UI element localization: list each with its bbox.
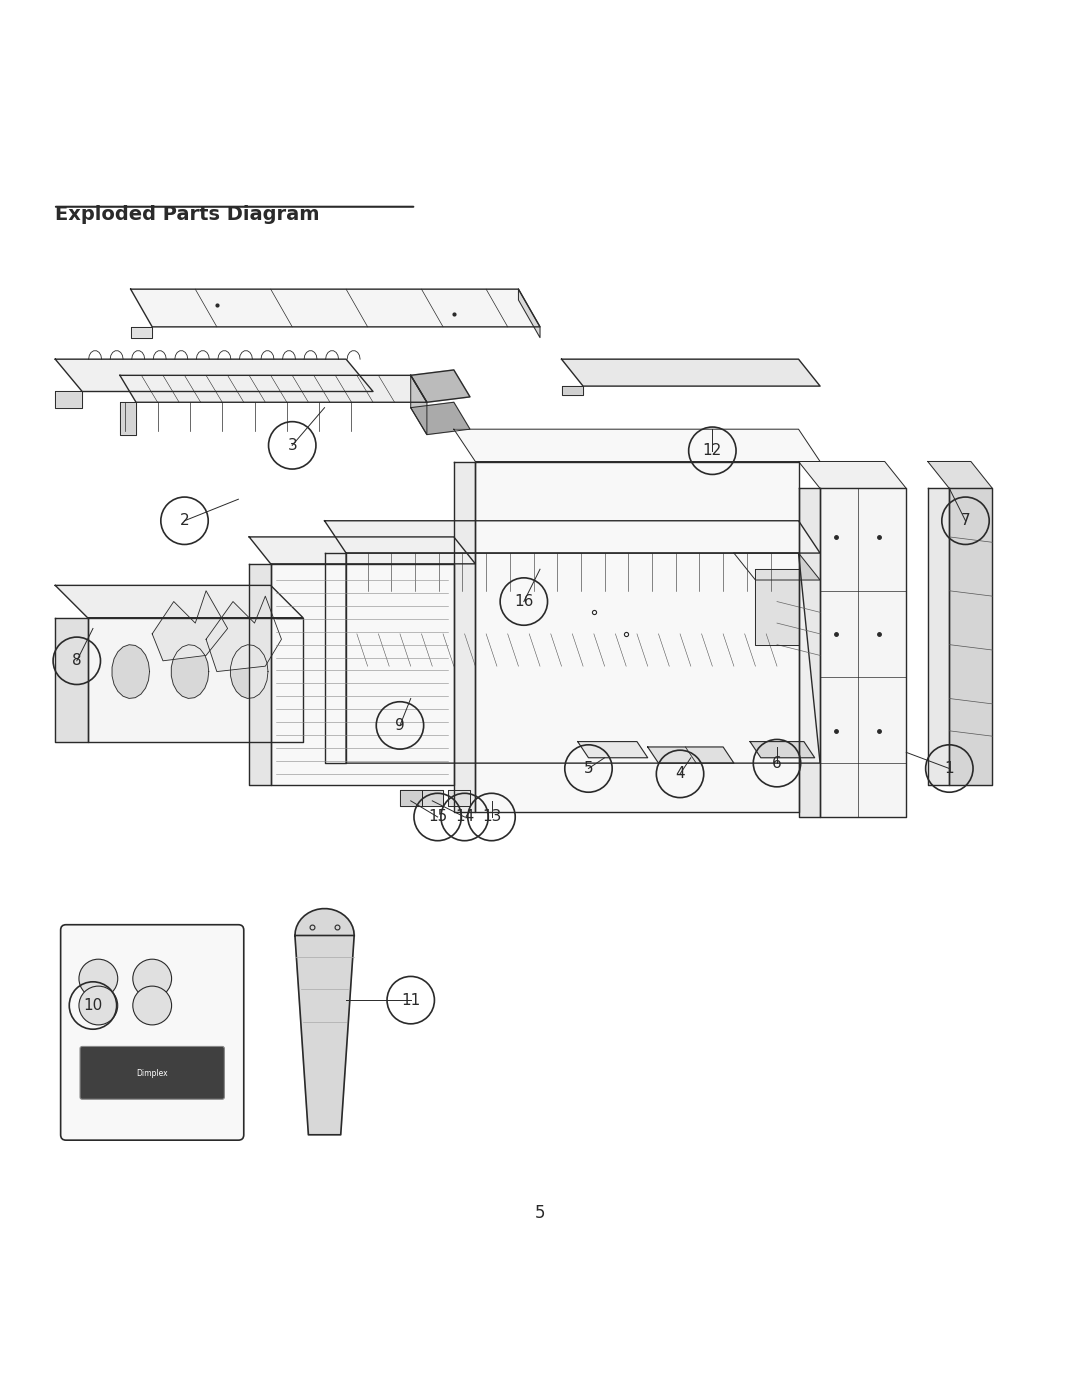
Polygon shape <box>475 461 798 812</box>
Polygon shape <box>152 591 228 661</box>
Polygon shape <box>454 461 475 812</box>
Polygon shape <box>750 742 814 757</box>
Text: 13: 13 <box>482 809 501 824</box>
Text: 16: 16 <box>514 594 534 609</box>
Polygon shape <box>755 569 798 644</box>
Polygon shape <box>120 402 136 434</box>
Text: 4: 4 <box>675 767 685 781</box>
Polygon shape <box>578 742 648 757</box>
Polygon shape <box>410 370 470 402</box>
Text: 5: 5 <box>583 761 593 775</box>
Polygon shape <box>112 645 149 698</box>
Polygon shape <box>55 359 373 391</box>
Polygon shape <box>206 597 282 672</box>
Polygon shape <box>55 617 87 742</box>
Polygon shape <box>249 536 475 564</box>
Polygon shape <box>410 376 427 434</box>
Polygon shape <box>448 791 470 806</box>
Text: 1: 1 <box>945 761 954 775</box>
Text: 8: 8 <box>72 654 82 668</box>
Polygon shape <box>949 489 993 785</box>
Polygon shape <box>798 489 820 817</box>
Text: 11: 11 <box>401 993 420 1007</box>
Text: 2: 2 <box>179 513 189 528</box>
Polygon shape <box>454 429 820 461</box>
FancyBboxPatch shape <box>80 1046 225 1099</box>
Circle shape <box>79 960 118 997</box>
Circle shape <box>79 986 118 1025</box>
Polygon shape <box>230 645 268 698</box>
Polygon shape <box>325 553 346 763</box>
Text: 6: 6 <box>772 756 782 771</box>
Polygon shape <box>346 553 820 763</box>
Polygon shape <box>55 391 82 408</box>
Polygon shape <box>55 585 303 617</box>
Polygon shape <box>120 376 427 402</box>
Text: 5: 5 <box>535 1204 545 1222</box>
Polygon shape <box>249 564 271 785</box>
Polygon shape <box>400 791 421 806</box>
Polygon shape <box>734 553 820 580</box>
Polygon shape <box>325 521 820 553</box>
Polygon shape <box>295 936 354 1134</box>
Polygon shape <box>271 564 454 785</box>
Text: 3: 3 <box>287 437 297 453</box>
FancyBboxPatch shape <box>60 925 244 1140</box>
Text: Exploded Parts Diagram: Exploded Parts Diagram <box>55 205 320 224</box>
Circle shape <box>133 986 172 1025</box>
Text: 14: 14 <box>455 809 474 824</box>
Polygon shape <box>562 386 583 395</box>
Polygon shape <box>928 489 949 785</box>
Text: 15: 15 <box>428 809 447 824</box>
Polygon shape <box>131 327 152 338</box>
Text: Dimplex: Dimplex <box>136 1069 168 1078</box>
Text: 12: 12 <box>703 443 723 458</box>
Polygon shape <box>562 359 820 386</box>
Polygon shape <box>410 402 470 434</box>
Polygon shape <box>798 461 906 489</box>
Text: 10: 10 <box>83 997 103 1013</box>
Polygon shape <box>820 489 906 817</box>
Text: 9: 9 <box>395 718 405 733</box>
Polygon shape <box>421 791 443 806</box>
Polygon shape <box>87 617 303 742</box>
Polygon shape <box>928 461 993 489</box>
Text: 7: 7 <box>961 513 970 528</box>
Polygon shape <box>648 747 734 763</box>
Circle shape <box>133 960 172 997</box>
Polygon shape <box>518 289 540 338</box>
Polygon shape <box>172 645 208 698</box>
Polygon shape <box>131 289 540 327</box>
